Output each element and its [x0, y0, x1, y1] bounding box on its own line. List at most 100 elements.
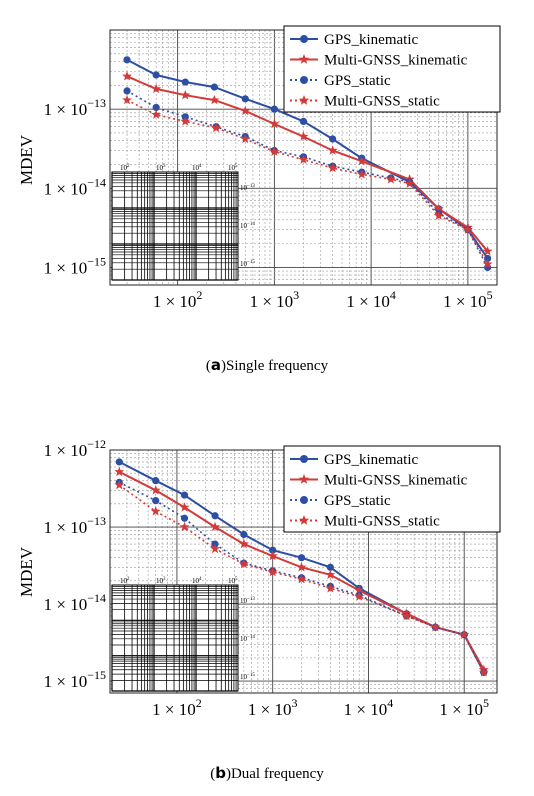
- inset-y-tick-label: 10−15: [240, 260, 255, 268]
- y-tick-mantissa: 1 × 10: [44, 595, 88, 614]
- data-point: [385, 174, 396, 184]
- x-tick-label: 1 × 103: [250, 288, 300, 311]
- legend: GPS_kinematic Multi-GNSS_kinematic GPS_sta…: [283, 25, 501, 113]
- data-point: [269, 546, 277, 554]
- data-point: [115, 458, 123, 466]
- legend-label: Multi-GNSS_kinematic: [324, 473, 468, 489]
- y-tick-mantissa: 1 × 10: [44, 258, 88, 277]
- inset-frame: [111, 584, 239, 692]
- data-point: [210, 83, 219, 91]
- y-tick-exponent: −12: [87, 437, 106, 451]
- inset-x-tick-exp: 5: [235, 164, 238, 169]
- data-point: [209, 94, 220, 105]
- data-point: [484, 254, 492, 263]
- inset-x-tick-label: 102: [120, 164, 130, 172]
- inset-plot: 102 103 104 105 10−13 10−14 10−15: [111, 164, 255, 281]
- legend-box: [283, 25, 501, 113]
- data-point: [299, 117, 308, 126]
- y-tick-label: 1 × 10−13: [44, 514, 106, 537]
- legend-label: GPS_kinematic: [324, 32, 419, 48]
- y-tick-label: 1 × 10−12: [44, 437, 106, 460]
- data-point: [433, 203, 444, 214]
- data-point: [123, 56, 131, 64]
- data-point: [298, 154, 309, 164]
- x-tick-label: 1 × 102: [153, 288, 203, 311]
- x-tick-label: 1 × 103: [248, 696, 298, 719]
- data-point: [329, 135, 337, 143]
- inset-y-tick-label: 10−13: [240, 597, 255, 605]
- legend: GPS_kinematic Multi-GNSS_kinematic GPS_sta…: [283, 445, 501, 533]
- data-point: [180, 90, 191, 100]
- data-point: [296, 574, 307, 584]
- data-point: [211, 122, 222, 133]
- data-point: [238, 558, 249, 569]
- data-point: [433, 210, 444, 220]
- y-tick-label: 1 × 10−13: [44, 96, 106, 119]
- data-point: [123, 87, 131, 95]
- data-point: [152, 103, 160, 112]
- x-tick-label: 1 × 105: [443, 288, 493, 311]
- caption-b-label: b: [215, 764, 226, 782]
- caption-a-label: a: [210, 356, 222, 374]
- data-point: [267, 566, 278, 577]
- data-point: [267, 550, 278, 561]
- data-point: [356, 169, 367, 179]
- y-tick-exponent: −13: [87, 96, 106, 110]
- data-point: [327, 145, 338, 155]
- data-point: [459, 629, 470, 639]
- legend-label: Multi-GNSS_static: [324, 94, 440, 110]
- inset-y-tick-exp: −13: [247, 184, 255, 189]
- legend-label: GPS_kinematic: [324, 452, 419, 468]
- data-point: [241, 95, 249, 103]
- legend-marker: [300, 496, 308, 504]
- x-tick-mantissa: 1 × 10: [153, 292, 197, 311]
- y-tick-mantissa: 1 × 10: [44, 441, 88, 460]
- x-tick-exponent: 3: [291, 696, 297, 710]
- data-point: [326, 563, 334, 571]
- inset-y-tick-exp: −14: [247, 222, 255, 227]
- caption-b-text: Dual frequency: [230, 766, 324, 782]
- data-point: [150, 506, 161, 516]
- inset-y-tick-exp: −15: [247, 260, 255, 265]
- legend-label: GPS_static: [324, 73, 391, 89]
- legend-marker: [300, 35, 308, 43]
- y-tick-label: 1 × 10−14: [44, 175, 106, 198]
- data-point: [152, 71, 160, 79]
- data-point: [297, 554, 306, 562]
- data-point: [462, 224, 473, 234]
- data-point: [179, 502, 190, 512]
- data-point: [179, 521, 190, 532]
- x-tick-exponent: 2: [196, 696, 202, 710]
- inset-x-tick-label: 104: [192, 164, 202, 172]
- inset-y-tick-label: 10−15: [240, 673, 255, 681]
- y-tick-mantissa: 1 × 10: [44, 672, 88, 691]
- data-point: [151, 109, 162, 119]
- data-point: [240, 530, 248, 539]
- inset-x-tick-label: 102: [120, 577, 130, 585]
- data-point: [325, 569, 336, 579]
- x-tick-exponent: 5: [483, 696, 489, 710]
- inset-y-tick-label: 10−14: [240, 222, 255, 230]
- legend-marker: [298, 515, 310, 525]
- data-point: [327, 162, 338, 173]
- y-tick-exponent: −15: [87, 254, 106, 268]
- x-tick-mantissa: 1 × 10: [439, 700, 483, 719]
- data-point: [238, 538, 249, 549]
- y-tick-mantissa: 1 × 10: [44, 518, 88, 537]
- data-point: [356, 156, 367, 166]
- data-point: [240, 133, 251, 144]
- inset-y-tick-exp: −14: [247, 635, 255, 640]
- x-tick-label: 1 × 104: [346, 288, 396, 311]
- y-tick-exponent: −14: [87, 591, 106, 605]
- y-tick-label: 1 × 10−15: [44, 254, 106, 277]
- x-tick-label: 1 × 104: [344, 696, 394, 719]
- data-point: [404, 178, 415, 188]
- legend-marker: [300, 76, 308, 84]
- data-point: [478, 667, 489, 677]
- x-tick-mantissa: 1 × 10: [443, 292, 487, 311]
- inset-plot: 102 103 104 105 10−13 10−14 10−15: [111, 577, 255, 692]
- inset-frame: [111, 171, 239, 281]
- legend-box: [283, 445, 501, 533]
